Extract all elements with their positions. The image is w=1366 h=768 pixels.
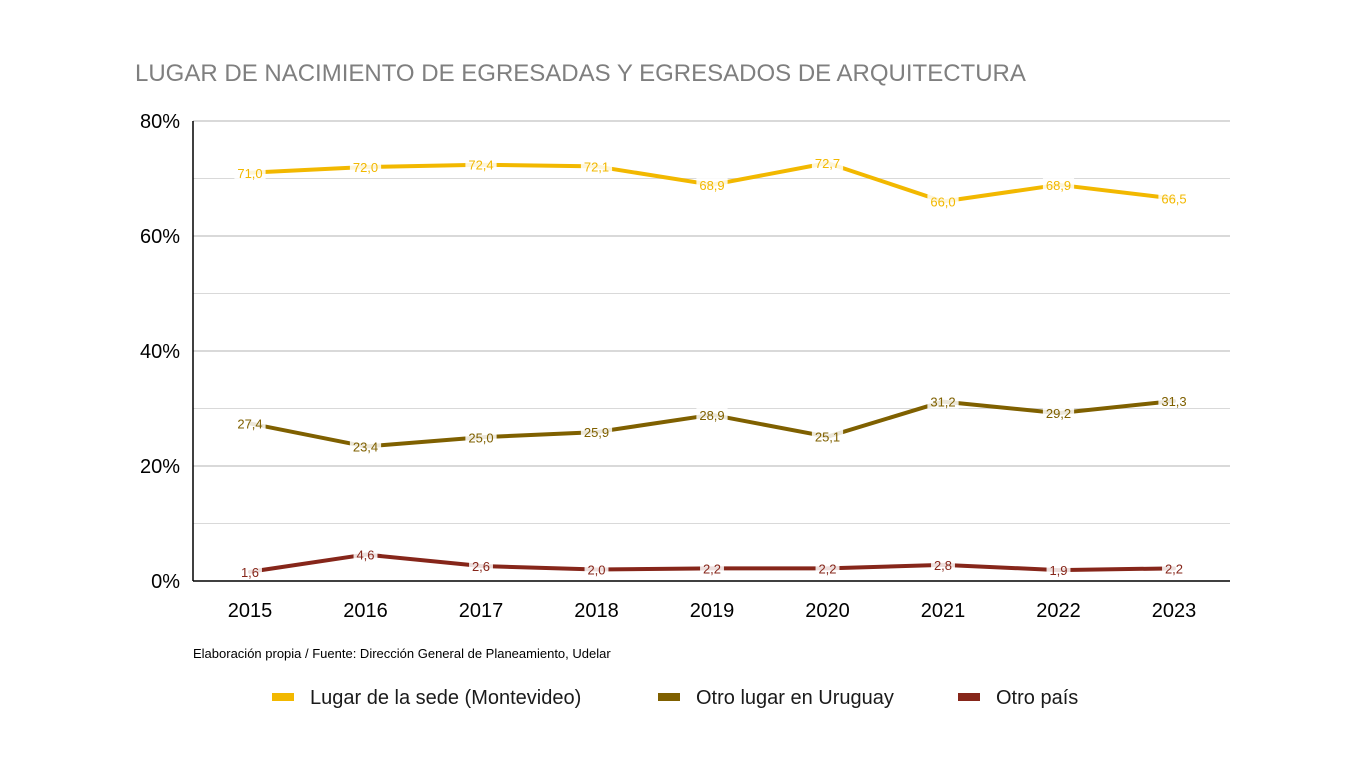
data-label: 72,7 <box>815 156 840 171</box>
data-label-background <box>927 194 959 209</box>
data-label-background <box>696 177 728 192</box>
data-label: 2,2 <box>1165 561 1183 576</box>
y-tick-label: 40% <box>140 341 180 363</box>
data-label: 25,9 <box>584 425 609 440</box>
data-label: 68,9 <box>699 178 724 193</box>
legend-swatch <box>658 693 680 701</box>
data-label-background <box>234 416 266 431</box>
data-label: 23,4 <box>353 439 378 454</box>
data-label-background <box>1042 177 1075 192</box>
y-tick-label: 60% <box>140 226 180 248</box>
data-label: 31,2 <box>930 395 955 410</box>
gridlines <box>193 120 1230 524</box>
data-label: 25,0 <box>468 430 493 445</box>
data-label: 1,6 <box>241 565 259 580</box>
data-label-background <box>580 425 613 440</box>
data-label-background <box>584 562 609 577</box>
data-label: 2,0 <box>587 563 605 578</box>
data-label: 71,0 <box>237 166 262 181</box>
data-label-background <box>580 159 613 174</box>
data-label: 2,6 <box>472 559 490 574</box>
axes <box>192 121 1230 582</box>
x-tick-label: 2020 <box>805 600 850 622</box>
source-note: Elaboración propia / Fuente: Dirección G… <box>193 646 611 661</box>
data-label-background <box>238 564 262 579</box>
data-label-background <box>353 547 378 562</box>
y-axis-tick-labels: 0% 20% 40% 60% 80% <box>140 111 180 593</box>
data-label: 1,9 <box>1049 563 1067 578</box>
chart-title: LUGAR DE NACIMIENTO DE EGRESADAS Y EGRES… <box>135 60 1026 87</box>
data-label: 72,4 <box>468 158 493 173</box>
data-label-background <box>696 407 728 422</box>
series-lines <box>248 160 1176 574</box>
data-label: 25,1 <box>815 430 840 445</box>
x-tick-label: 2021 <box>921 600 966 622</box>
legend-label: Otro lugar en Uruguay <box>696 687 894 709</box>
data-label-background <box>1162 561 1186 576</box>
data-label: 72,0 <box>353 160 378 175</box>
data-label: 29,2 <box>1046 406 1071 421</box>
x-tick-label: 2017 <box>459 600 504 622</box>
data-label: 72,1 <box>584 159 609 174</box>
x-tick-label: 2022 <box>1036 600 1081 622</box>
x-axis-tick-labels: 2015 2016 2017 2018 2019 2020 2021 2022 2023 <box>228 600 1197 622</box>
data-label: 2,8 <box>934 558 952 573</box>
x-tick-label: 2018 <box>574 600 619 622</box>
data-label-background <box>1046 563 1071 578</box>
y-tick-label: 0% <box>151 571 180 593</box>
data-label-background <box>349 439 382 454</box>
data-label: 2,2 <box>703 561 721 576</box>
data-label-background <box>465 430 497 445</box>
data-label-background <box>811 155 844 170</box>
data-label-background <box>700 561 724 576</box>
legend-swatch <box>958 693 980 701</box>
data-label-background <box>1158 394 1190 409</box>
data-label: 2,2 <box>818 561 836 576</box>
data-label-background <box>815 561 840 576</box>
data-label-background <box>811 429 844 444</box>
data-label: 28,9 <box>699 408 724 423</box>
data-label-background <box>1158 191 1190 206</box>
legend-swatch <box>272 693 294 701</box>
data-label-background <box>349 160 382 174</box>
x-tick-label: 2019 <box>690 600 735 622</box>
data-label: 66,5 <box>1161 192 1186 207</box>
data-label: 27,4 <box>237 416 262 431</box>
data-label: 4,6 <box>356 548 374 563</box>
data-labels: 71,0 72,0 72,4 72,1 68,9 72,7 66,0 68,9 66,5 27,4… <box>234 155 1190 580</box>
data-label: 68,9 <box>1046 178 1071 193</box>
data-label-background <box>234 165 266 180</box>
x-tick-label: 2015 <box>228 600 273 622</box>
y-tick-label: 20% <box>140 456 180 478</box>
x-tick-label: 2023 <box>1152 600 1197 622</box>
x-tick-label: 2016 <box>343 600 388 622</box>
legend-label: Lugar de la sede (Montevideo) <box>310 687 581 709</box>
data-label: 31,3 <box>1161 394 1186 409</box>
legend-label: Otro país <box>996 687 1078 709</box>
data-label-background <box>927 394 959 409</box>
data-label-background <box>465 157 497 172</box>
data-label-background <box>931 557 955 572</box>
data-label: 66,0 <box>930 195 955 210</box>
data-label-background <box>469 559 493 574</box>
y-tick-label: 80% <box>140 111 180 133</box>
data-label-background <box>1042 406 1075 421</box>
legend: Lugar de la sede (Montevideo) Otro lugar … <box>272 687 1078 709</box>
